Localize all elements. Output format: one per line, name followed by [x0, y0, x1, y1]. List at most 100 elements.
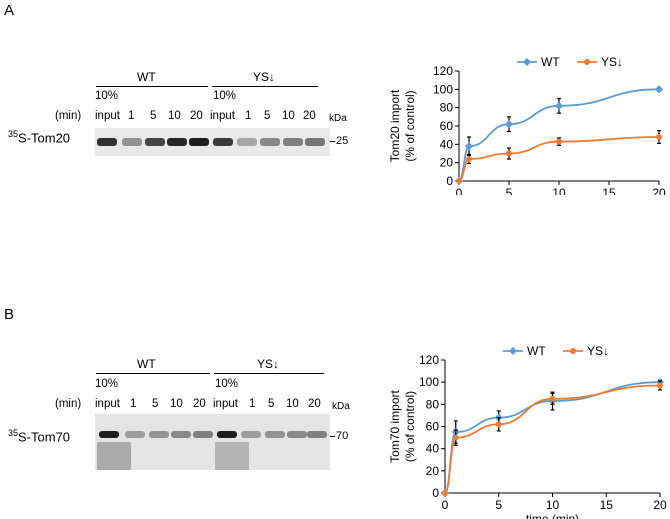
y-tick-label: 100	[419, 375, 439, 389]
input-percent-wt: 10%	[95, 378, 119, 390]
legend-marker	[523, 58, 531, 66]
marker-label: 70	[336, 430, 349, 442]
series-line	[458, 88, 660, 182]
blot-band	[145, 138, 165, 146]
data-point	[465, 142, 473, 151]
protein-label: 35S-Tom20	[8, 129, 71, 146]
blot-band	[189, 138, 209, 146]
lane-label: 5	[268, 398, 275, 410]
legend-label: YS↓	[587, 344, 609, 358]
blot-band	[260, 138, 280, 146]
blot-band	[287, 431, 307, 438]
lane-label: 10	[170, 398, 183, 410]
blot-band	[97, 138, 117, 146]
x-tick-label: 15	[602, 186, 616, 195]
group-label-wt: WT	[137, 70, 156, 84]
blot-band	[307, 431, 327, 438]
band-group	[99, 431, 327, 438]
input-smear	[215, 442, 249, 470]
lane-label: 5	[150, 110, 157, 122]
input-percent-wt: 10%	[95, 90, 119, 102]
y-tick-label: 40	[440, 137, 454, 151]
blot-band	[213, 138, 233, 146]
x-tick-label: 20	[652, 186, 666, 195]
blot-band	[237, 138, 257, 146]
x-tick-label: 10	[546, 498, 560, 512]
y-tick-label: 60	[440, 119, 454, 133]
x-tick-label: 0	[456, 186, 463, 195]
blot-band	[167, 138, 187, 146]
lane-label: 10	[168, 110, 181, 122]
lane-label: 10	[282, 110, 295, 122]
data-point	[655, 85, 663, 94]
blot-band	[122, 138, 142, 146]
data-point	[656, 134, 662, 140]
y-axis-label: (% of control)	[403, 391, 417, 462]
y-tick-label: 120	[433, 64, 453, 78]
blot-band	[125, 431, 145, 438]
legend-marker	[509, 347, 517, 355]
group-label-wt: WT	[137, 357, 156, 371]
y-tick-label: 80	[440, 101, 454, 115]
blot-band	[305, 138, 325, 146]
y-tick-label: 20	[440, 156, 454, 170]
data-point	[495, 421, 502, 428]
y-tick-label: 120	[419, 353, 439, 367]
data-point	[505, 120, 513, 129]
x-tick-label: 5	[495, 498, 502, 512]
group-label-ys: YS↓	[257, 357, 280, 371]
blot-band	[99, 431, 119, 438]
lane-label: 20	[190, 110, 203, 122]
protein-label: 35S-Tom70	[8, 428, 71, 445]
blot-band	[171, 431, 191, 438]
series-line	[458, 136, 660, 182]
x-tick-label: 0	[442, 498, 449, 512]
y-tick-label: 80	[426, 397, 440, 411]
legend-label: WT	[541, 55, 560, 69]
input-percent-ys: 10%	[215, 378, 239, 390]
band-group	[97, 138, 325, 146]
group-label-ys: YS↓	[253, 70, 276, 84]
marker-tick	[330, 141, 335, 142]
legend-marker	[584, 59, 590, 65]
y-tick-label: 60	[426, 420, 440, 434]
data-point	[442, 490, 448, 496]
series-line	[444, 384, 661, 494]
lane-label: 20	[193, 398, 206, 410]
lane-label: input	[213, 398, 238, 410]
panel-letter-a: A	[4, 2, 15, 19]
min-label: (min)	[55, 398, 82, 410]
lane-label: input	[210, 110, 235, 122]
group-rule-wt	[96, 86, 208, 87]
data-point	[555, 101, 563, 110]
data-point	[657, 382, 663, 389]
y-axis-label: Tom70 import	[388, 389, 402, 462]
input-percent-ys: 10%	[213, 90, 237, 102]
lane-label: 1	[245, 110, 252, 122]
blot-band	[283, 138, 303, 146]
lane-label: 1	[128, 110, 135, 122]
group-rule-ys	[214, 373, 324, 374]
data-point	[456, 178, 462, 184]
data-point	[556, 138, 562, 145]
x-tick-label: 10	[552, 186, 566, 195]
kda-label: kDa	[332, 401, 350, 412]
blot-image	[95, 414, 330, 470]
blot-image	[95, 128, 330, 156]
marker-label: 25	[336, 135, 349, 147]
y-tick-label: 100	[433, 82, 453, 96]
kda-label: kDa	[329, 113, 347, 124]
data-point	[506, 150, 512, 157]
legend-label: YS↓	[601, 55, 623, 69]
input-smear	[97, 442, 131, 470]
y-tick-label: 40	[426, 442, 440, 456]
x-tick-label: 20	[653, 498, 667, 512]
y-tick-label: 0	[446, 174, 453, 188]
legend-marker	[570, 348, 576, 354]
lane-label: 5	[152, 398, 159, 410]
lane-label: 1	[130, 398, 137, 410]
blot-background	[95, 414, 330, 470]
y-axis-label: Tom20 import	[388, 89, 402, 162]
blot-band	[241, 431, 261, 438]
blot-band	[217, 431, 237, 438]
